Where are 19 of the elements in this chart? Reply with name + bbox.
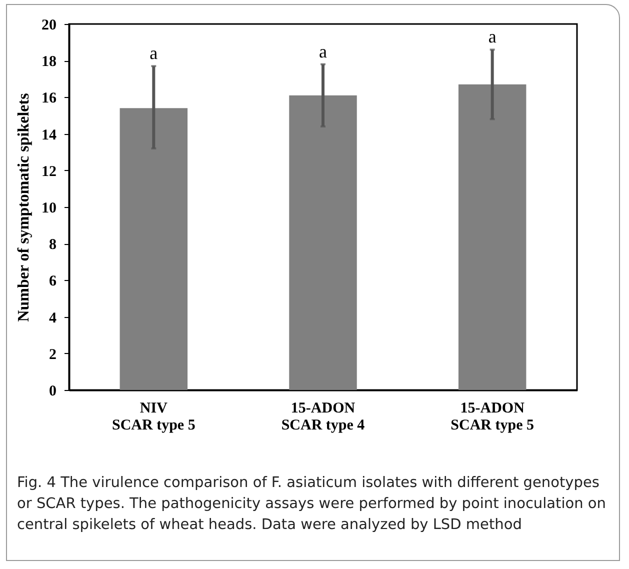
x-tick-label: NIV SCAR type 5 — [112, 400, 196, 434]
y-tick-label: 6 — [49, 274, 57, 290]
caption: Fig. 4 The virulence comparison of F. asiaticum isolates with different genotypes or SCAR types. The pathogenicity assays were performed by point inoculation on central spikelets of wheat heads. Data were analyzed by LSD method — [16, 474, 607, 535]
x-tick-label: 15-ADON SCAR type 5 — [450, 400, 534, 434]
y-tick-label: 14 — [42, 127, 57, 144]
y-tick-label: 12 — [42, 164, 56, 180]
y-axis-title: Number of symptomatic spikelets — [16, 93, 32, 322]
y-tick-label: 2 — [49, 346, 56, 363]
y-tick-label: 16 — [42, 90, 57, 107]
annotation: a — [150, 43, 158, 64]
y-tick-label: 0 — [49, 384, 56, 400]
y-tick-label: 8 — [49, 237, 56, 254]
x-tick-label: 15-ADON SCAR type 4 — [281, 400, 366, 434]
y-tick-label: 10 — [42, 200, 56, 216]
y-tick-label: 4 — [49, 310, 57, 326]
y-tick-label: 18 — [42, 54, 56, 70]
annotation: a — [488, 26, 496, 47]
y-tick-label: 20 — [42, 18, 56, 34]
annotation: a — [319, 41, 327, 62]
